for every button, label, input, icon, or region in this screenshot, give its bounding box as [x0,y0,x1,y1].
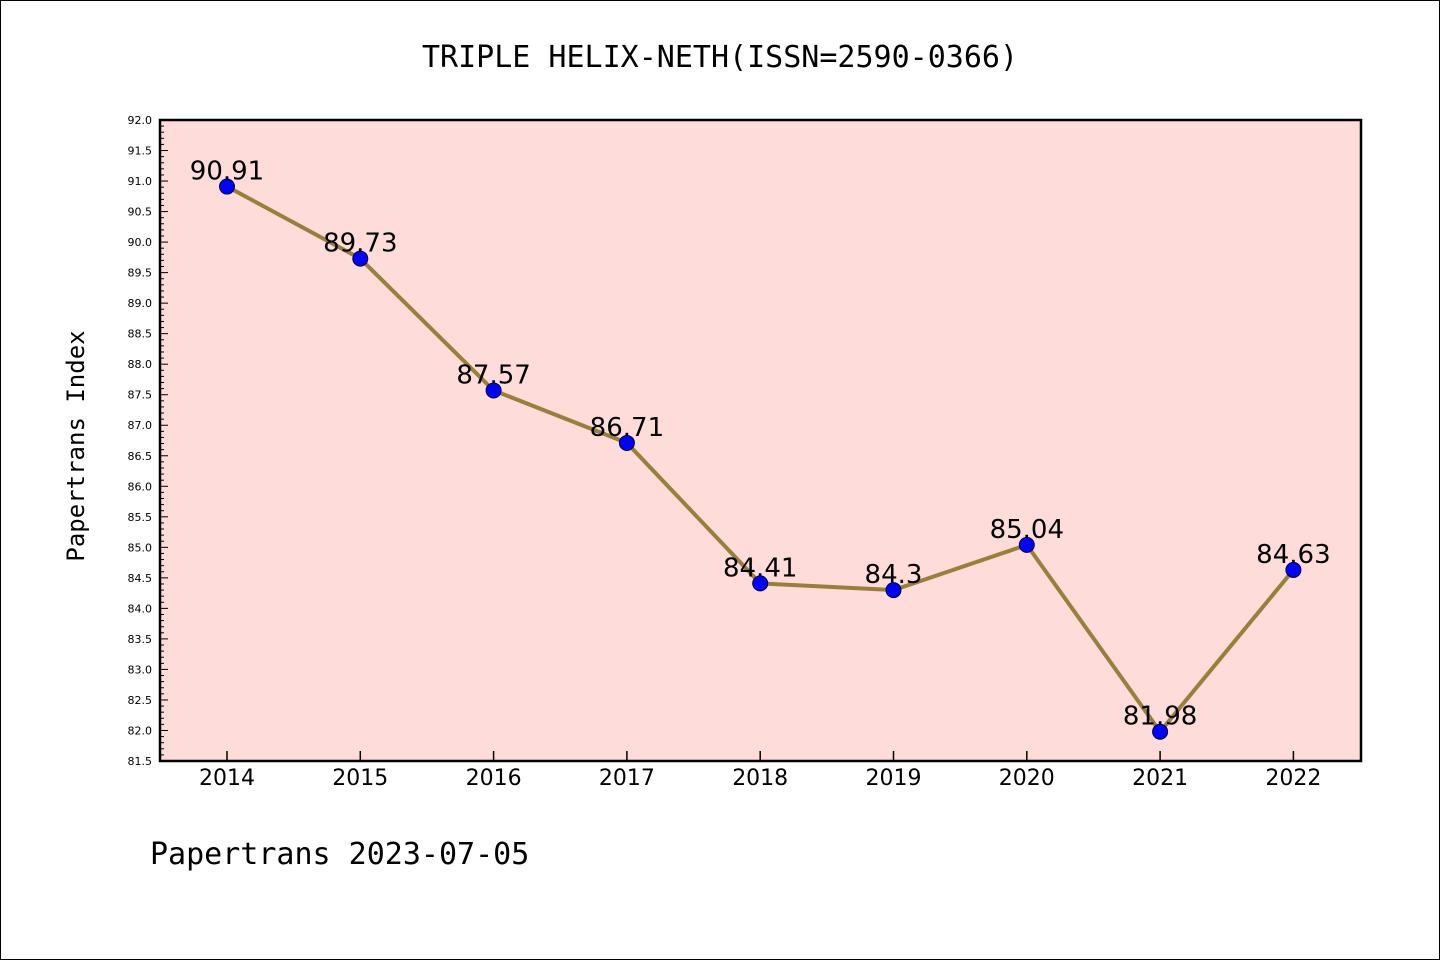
x-tick-label: 2021 [1132,766,1188,791]
footer-text: Papertrans 2023-07-05 [150,837,529,872]
y-tick-label: 87.5 [128,389,153,402]
data-label-2017: 86.71 [590,413,664,443]
chart-title: TRIPLE HELIX-NETH(ISSN=2590-0366) [422,40,1018,75]
x-tick-label: 2020 [999,766,1055,791]
y-tick-label: 83.5 [128,633,153,646]
y-axis-ticks: 81.5 82.0 82.5 83.0 83.5 84.0 84.5 85.0 85.5 86.0… [128,114,168,768]
data-point-2015 [352,250,369,267]
data-point-2017 [618,434,635,451]
y-tick-label: 86.5 [128,450,153,463]
y-tick-label: 85.5 [128,511,153,524]
data-markers [219,178,1302,740]
data-label-2014: 90.91 [190,157,264,187]
data-point-2018 [752,575,769,592]
y-tick-label: 84.0 [128,602,153,615]
x-tick-label: 2014 [199,766,255,791]
x-tick-label: 2019 [866,766,922,791]
y-tick-label: 85.0 [128,541,153,554]
data-label-2019: 84.3 [865,560,923,590]
y-tick-label: 83.0 [128,663,153,676]
y-tick-label: 88.5 [128,328,153,341]
x-tick-label: 2022 [1265,766,1321,791]
y-tick-label: 90.5 [128,206,153,219]
y-tick-label: 82.0 [128,724,153,737]
x-tick-label: 2015 [332,766,388,791]
data-point-2022 [1285,561,1302,578]
x-tick-label: 2017 [599,766,655,791]
y-tick-label: 92.0 [128,114,153,127]
y-tick-label: 91.5 [128,145,153,158]
y-tick-label: 81.5 [128,755,153,768]
y-tick-label: 86.0 [128,480,153,493]
x-tick-label: 2016 [466,766,522,791]
data-label-2021: 81.98 [1123,702,1197,732]
y-axis-label: Papertrans Index [62,330,90,561]
y-tick-label: 87.0 [128,419,153,432]
plot-border [158,118,1363,763]
y-tick-label: 84.5 [128,572,153,585]
data-label-2020: 85.04 [990,515,1064,545]
data-point-2019 [885,582,902,599]
data-label-2016: 87.57 [456,360,530,390]
data-point-2021 [1152,723,1169,740]
data-labels: 90.91 89.73 87.57 86.71 84.41 84.3 85.04 81.98 8… [190,157,1331,732]
x-tick-label: 2018 [732,766,788,791]
data-label-2015: 89.73 [323,229,397,259]
data-label-2018: 84.41 [723,553,797,583]
y-tick-label: 82.5 [128,694,153,707]
plot-area [160,120,1361,761]
data-point-2020 [1018,536,1035,553]
data-point-2016 [485,382,502,399]
y-tick-label: 89.5 [128,267,153,280]
y-tick-label: 90.0 [128,236,153,249]
y-tick-label: 91.0 [128,175,153,188]
data-label-2022: 84.63 [1256,540,1330,570]
y-tick-label: 88.0 [128,358,153,371]
data-point-2014 [219,178,235,195]
x-axis-ticks: 2014 2015 2016 2017 2018 2019 2020 2021 2022 [199,751,1321,791]
y-tick-label: 89.0 [128,297,153,310]
